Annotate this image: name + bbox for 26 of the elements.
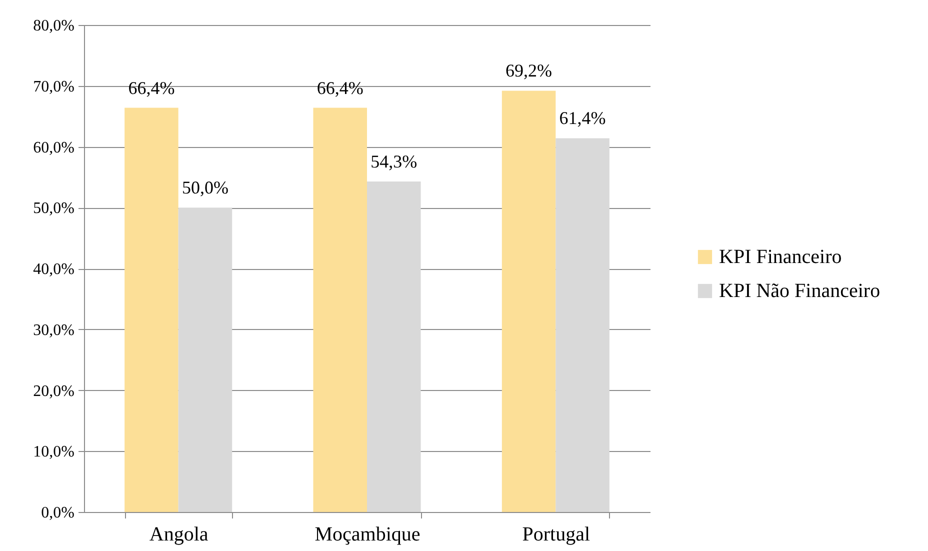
- data-label: 66,4%: [316, 78, 364, 98]
- legend-label: KPI Financeiro: [719, 246, 842, 268]
- y-tick-label: 30,0%: [33, 322, 74, 339]
- data-label: 69,2%: [506, 60, 552, 81]
- bar: [313, 108, 367, 512]
- y-tick-label: 50,0%: [33, 200, 74, 218]
- y-tick-label: 80,0%: [33, 18, 74, 34]
- y-tick-label: 40,0%: [33, 261, 74, 278]
- bar: [124, 108, 178, 512]
- y-tick-label: 10,0%: [33, 444, 74, 461]
- legend-label: KPI Não Financeiro: [719, 280, 880, 302]
- x-tick-label: Portugal: [522, 524, 590, 546]
- data-label: 66,4%: [128, 78, 175, 98]
- bar: [367, 181, 421, 512]
- y-tick-label: 70,0%: [33, 78, 74, 96]
- bar: [556, 138, 610, 512]
- bar: [178, 208, 232, 512]
- x-tick-label: Moçambique: [314, 524, 420, 546]
- y-tick-label: 20,0%: [33, 382, 74, 400]
- y-tick-label: 0,0%: [41, 504, 74, 522]
- bar: [502, 90, 556, 512]
- data-label: 61,4%: [559, 108, 606, 128]
- data-label: 50,0%: [182, 178, 228, 198]
- y-tick-label: 60,0%: [33, 139, 74, 156]
- data-label: 54,3%: [370, 151, 418, 172]
- x-tick-label: Angola: [149, 524, 208, 546]
